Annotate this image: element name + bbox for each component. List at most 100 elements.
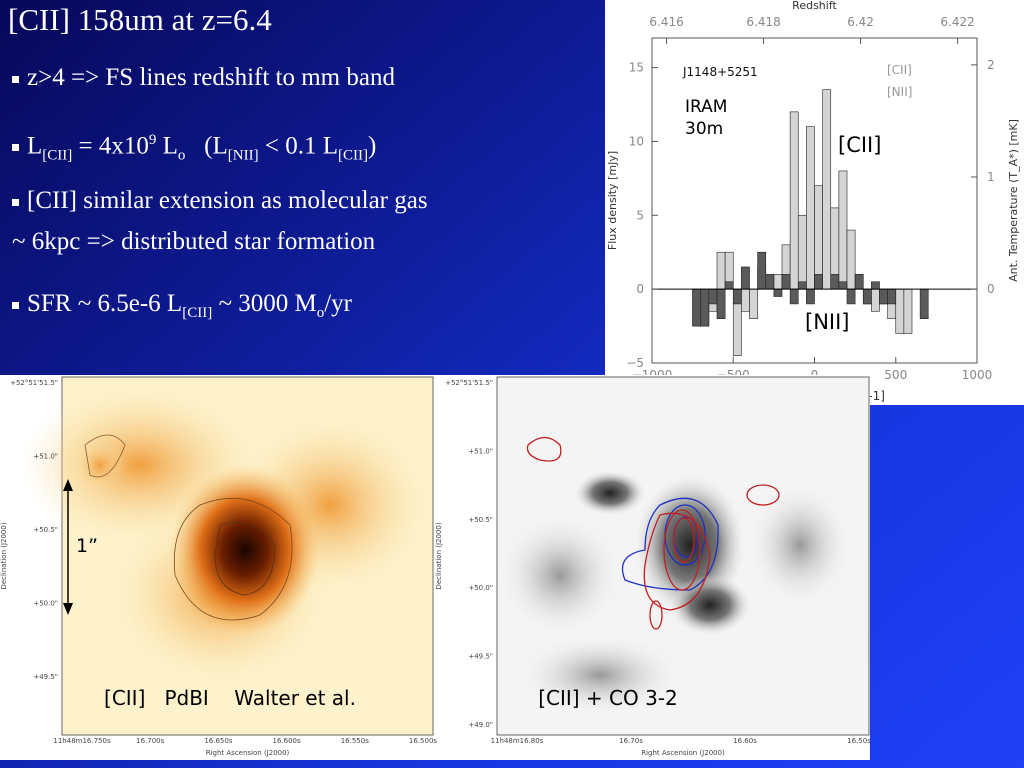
bar xyxy=(919,288,929,319)
dec-tick-label: +50.5" xyxy=(33,526,58,534)
slide-title: [CII] 158um at z=6.4 xyxy=(8,2,272,37)
annotation: [NII] xyxy=(805,310,849,334)
bar xyxy=(732,288,742,305)
x-tick-label: 1000 xyxy=(962,368,993,382)
ra-tick-label: 16.600s xyxy=(273,737,301,745)
y-tick-label: 0 xyxy=(636,282,644,296)
bullet-text: ) xyxy=(367,132,377,160)
bar xyxy=(895,288,905,334)
dec-axis-label: Declination (J2000) xyxy=(435,522,443,589)
y2-tick-label: 1 xyxy=(987,170,995,184)
cii-contours xyxy=(526,436,780,630)
bar xyxy=(797,214,807,290)
dec-tick-label: +49.0" xyxy=(468,721,493,729)
bar xyxy=(708,288,718,305)
bullet-text: /yr xyxy=(324,290,352,317)
bullet-text: [NII] xyxy=(227,147,259,164)
bar xyxy=(773,288,783,297)
x-tick-label: 500 xyxy=(884,368,907,382)
scale-label: 1” xyxy=(76,535,98,557)
bar xyxy=(887,288,897,305)
map-caption: [CII] PdBI Walter et al. xyxy=(104,686,356,710)
dec-tick-label: +50.0" xyxy=(468,584,493,592)
bar xyxy=(749,288,758,319)
bullet: SFR ~ 6.5e-6 L[CII] ~ 3000 Mo/yr xyxy=(12,283,352,334)
dec-tick-label: +50.5" xyxy=(468,516,493,524)
y-axis-label: Flux density [mJy] xyxy=(606,151,619,250)
x2-tick-label: 6.42 xyxy=(847,15,874,29)
y2-axis-label: Ant. Temperature (T_A*) [mK] xyxy=(1007,119,1020,282)
bar xyxy=(757,251,767,290)
bar xyxy=(724,281,734,290)
emission xyxy=(75,440,125,490)
bar xyxy=(838,281,848,290)
spectrum-chart: −1000−50005001000−50510150126.4166.4186.… xyxy=(605,0,1024,405)
bullet-text: L xyxy=(27,132,43,160)
dec-tick-label: +52°51'51.5" xyxy=(445,379,493,387)
bullet-text: o xyxy=(177,147,186,164)
bar xyxy=(789,111,799,290)
bar xyxy=(741,288,750,312)
bar xyxy=(781,274,791,290)
y-tick-label: 5 xyxy=(636,208,644,222)
legend-label: [NII] xyxy=(887,85,912,99)
x2-axis-label: Redshift xyxy=(792,0,837,12)
ra-tick-label: 11h48m16.80s xyxy=(491,737,544,745)
annotation: [CII] xyxy=(838,133,881,157)
dec-tick-label: +51.0" xyxy=(468,447,493,455)
bar xyxy=(716,288,726,319)
contour xyxy=(84,434,126,478)
bullet-text: = 4x10 xyxy=(72,132,149,160)
ra-tick-label: 16.70s xyxy=(619,737,643,745)
x2-tick-label: 6.416 xyxy=(649,15,683,29)
bar xyxy=(871,288,880,312)
map-caption: [CII] + CO 3-2 xyxy=(538,686,678,710)
bar xyxy=(830,274,840,290)
dec-axis-label: Declination (J2000) xyxy=(0,522,8,589)
ra-axis-label: Right Ascension (J2000) xyxy=(641,749,725,757)
ra-tick-label: 16.60s xyxy=(733,737,757,745)
y-tick-label: 10 xyxy=(629,134,644,148)
ra-tick-label: 16.650s xyxy=(204,737,232,745)
bar xyxy=(806,126,815,290)
dec-tick-label: +49.5" xyxy=(468,653,493,661)
contour xyxy=(173,497,293,621)
ra-tick-label: 16.500s xyxy=(409,737,437,745)
bar xyxy=(846,288,856,305)
bar xyxy=(716,251,726,290)
dec-tick-label: +50.0" xyxy=(33,600,58,608)
dec-tick-label: +52°51'51.5" xyxy=(10,379,58,387)
bullet-text: < 0.1 L xyxy=(258,132,338,160)
bar xyxy=(789,288,799,305)
contour xyxy=(214,522,276,596)
bar xyxy=(692,288,702,327)
bar xyxy=(741,266,750,290)
bar xyxy=(765,274,775,290)
object-label: J1148+5251 xyxy=(682,65,758,79)
bullet-text: ~ 3000 M xyxy=(212,290,317,317)
bullet-text: o xyxy=(316,305,325,321)
bullet-text: [CII] xyxy=(182,305,213,321)
ra-tick-label: 16.50s xyxy=(847,737,870,745)
emission-core xyxy=(170,465,320,635)
bar xyxy=(773,274,783,290)
bar xyxy=(838,170,848,290)
emission xyxy=(520,635,680,715)
y-tick-label: −5 xyxy=(626,356,644,370)
bullet: [CII] similar extension as molecular gas… xyxy=(12,180,428,262)
bar xyxy=(903,288,913,334)
bar xyxy=(846,229,856,290)
bar xyxy=(814,185,823,290)
bullet-text: L xyxy=(156,132,178,160)
bar xyxy=(814,274,823,290)
bar xyxy=(806,288,815,305)
bullet-text: [CII] similar extension as molecular gas xyxy=(27,187,428,214)
bullet: L[CII] = 4x109 Lo (L[NII] < 0.1 L[CII]) xyxy=(12,120,376,176)
bar xyxy=(854,274,864,290)
emission xyxy=(670,575,750,635)
legend-label: [CII] xyxy=(887,63,912,77)
ra-tick-label: 11h48m16.750s xyxy=(53,737,111,745)
bullet-text: ~ 6kpc => distributed star formation xyxy=(12,228,376,255)
telescope-label: IRAM 30m xyxy=(685,97,727,139)
